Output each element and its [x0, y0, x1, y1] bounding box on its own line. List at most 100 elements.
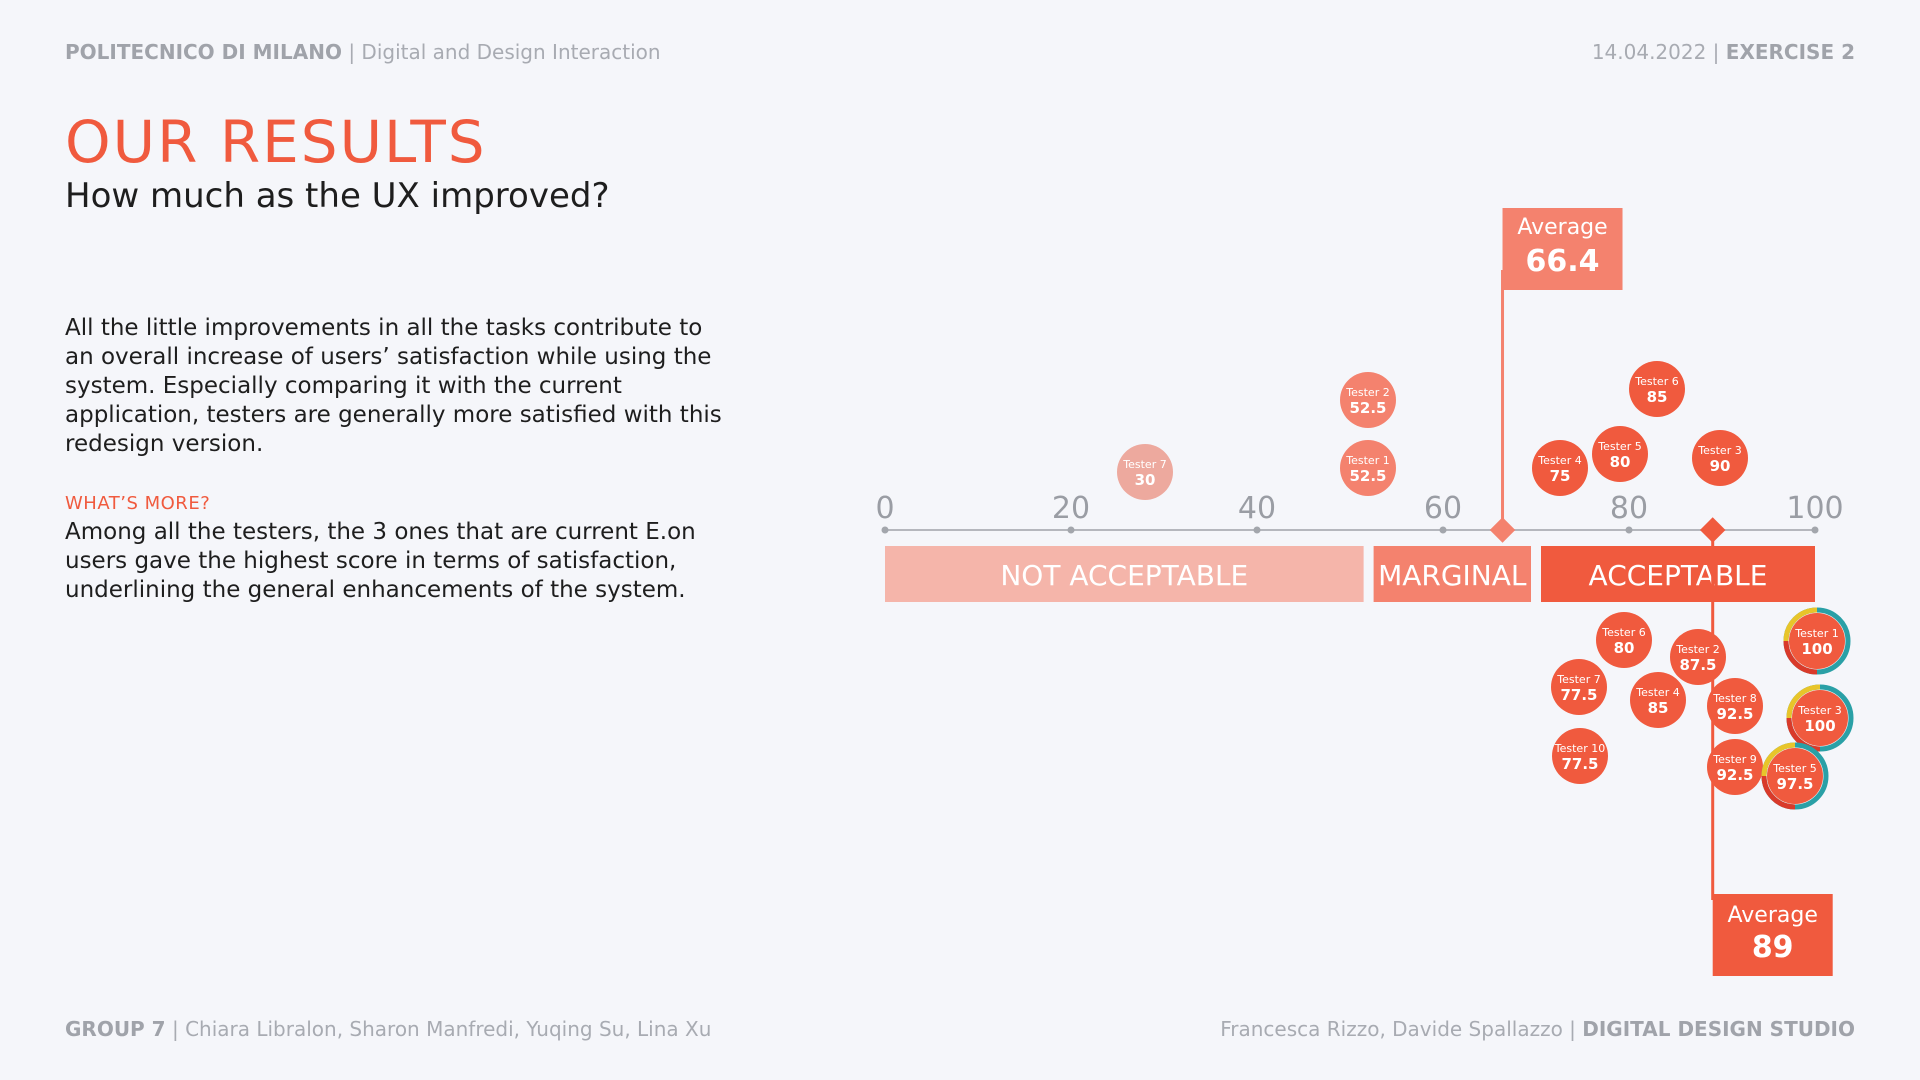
- zone-label: MARGINAL: [1378, 559, 1527, 592]
- zone-label: ACCEPTABLE: [1589, 559, 1768, 592]
- tester-bubble: [1692, 430, 1748, 486]
- page-title: OUR RESULTS: [65, 108, 487, 176]
- page-subtitle: How much as the UX improved?: [65, 176, 610, 216]
- x-tick-dot: [881, 526, 889, 534]
- tester-point: Tester 680: [1596, 612, 1652, 668]
- studio-name: DIGITAL DESIGN STUDIO: [1582, 1017, 1855, 1041]
- tester-bubble: [1340, 372, 1396, 428]
- zone-band: [1541, 546, 1815, 602]
- tester-bubble: [1552, 728, 1608, 784]
- tester-name: Tester 2: [1345, 386, 1389, 399]
- testers-paragraph: Among all the testers, the 3 ones that a…: [65, 519, 696, 603]
- tester-point: Tester 152.5: [1340, 440, 1396, 496]
- zone-band: [1373, 546, 1531, 602]
- group-name: GROUP 7: [65, 1017, 166, 1041]
- tester-name: Tester 1: [1345, 454, 1389, 467]
- average-label: Average: [1728, 903, 1818, 928]
- highlight-arc: [1786, 684, 1821, 719]
- tester-name: Tester 9: [1712, 753, 1756, 766]
- tester-point: Tester 892.5: [1707, 678, 1763, 734]
- footer-right: Francesca Rizzo, Davide Spallazzo | DIGI…: [1220, 1017, 1855, 1041]
- tester-name: Tester 6: [1634, 375, 1678, 388]
- average-box: [1502, 208, 1623, 290]
- tester-score: 75: [1550, 467, 1571, 485]
- tester-score: 80: [1610, 453, 1631, 471]
- average-box: [1712, 894, 1833, 976]
- tester-name: Tester 7: [1556, 673, 1600, 686]
- tester-score: 92.5: [1716, 705, 1753, 723]
- tester-score: 85: [1648, 699, 1669, 717]
- x-tick-dot: [1439, 526, 1447, 534]
- tester-name: Tester 5: [1772, 762, 1816, 775]
- professors: Francesca Rizzo, Davide Spallazzo |: [1220, 1017, 1576, 1041]
- x-tick-label: 20: [1052, 491, 1090, 526]
- tester-name: Tester 10: [1554, 742, 1605, 755]
- tester-score: 77.5: [1560, 686, 1597, 704]
- tester-bubble: [1117, 444, 1173, 500]
- tester-point: Tester 730: [1117, 444, 1173, 500]
- tester-point: Tester 485: [1630, 672, 1686, 728]
- x-tick-label: 0: [875, 491, 894, 526]
- tester-bubble: [1596, 612, 1652, 668]
- tester-point: Tester 287.5: [1670, 629, 1726, 685]
- tester-bubble: [1707, 739, 1763, 795]
- group-members: | Chiara Libralon, Sharon Manfredi, Yuqi…: [171, 1017, 712, 1041]
- tester-score: 90: [1710, 457, 1731, 475]
- tester-bubble: [1629, 361, 1685, 417]
- tester-bubble: [1630, 672, 1686, 728]
- header-date: 14.04.2022 |: [1591, 40, 1720, 64]
- exercise-label: EXERCISE 2: [1725, 40, 1855, 64]
- tester-point: Tester 597.5: [1761, 742, 1829, 810]
- x-tick-dot: [1811, 526, 1819, 534]
- tester-name: Tester 6: [1601, 626, 1645, 639]
- tester-bubble: [1767, 748, 1823, 804]
- header-right: 14.04.2022 | EXERCISE 2: [1592, 40, 1855, 64]
- tester-name: Tester 1: [1794, 627, 1838, 640]
- tester-point: Tester 390: [1692, 430, 1748, 486]
- highlight-arc: [1761, 742, 1796, 777]
- tester-name: Tester 3: [1697, 444, 1741, 457]
- tester-name: Tester 8: [1712, 692, 1756, 705]
- course-name: | Digital and Design Interaction: [348, 40, 661, 64]
- average-marker: [1699, 517, 1726, 543]
- tester-bubble: [1789, 613, 1845, 669]
- tester-point: Tester 475: [1532, 440, 1588, 496]
- tester-name: Tester 3: [1797, 704, 1841, 717]
- x-tick-label: 60: [1424, 491, 1462, 526]
- tester-bubble: [1532, 440, 1588, 496]
- average-label: Average: [1517, 215, 1607, 240]
- x-tick-dot: [1253, 526, 1261, 534]
- highlight-arc: [1783, 607, 1818, 642]
- x-tick-dot: [1625, 526, 1633, 534]
- zone-label: NOT ACCEPTABLE: [1000, 559, 1248, 592]
- tester-score: 97.5: [1776, 775, 1813, 793]
- tester-score: 100: [1804, 717, 1835, 735]
- x-tick-label: 40: [1238, 491, 1276, 526]
- tester-bubble: [1592, 426, 1648, 482]
- tester-name: Tester 4: [1537, 454, 1581, 467]
- tester-point: Tester 685: [1629, 361, 1685, 417]
- average-value: 89: [1752, 930, 1794, 965]
- highlight-arc: [1786, 717, 1821, 752]
- tester-bubble: [1792, 690, 1848, 746]
- average-marker: [1489, 517, 1516, 543]
- x-tick-dot: [1067, 526, 1075, 534]
- highlight-arc: [1761, 775, 1796, 810]
- tester-score: 52.5: [1349, 399, 1386, 417]
- tester-score: 80: [1614, 639, 1635, 657]
- intro-paragraph: All the little improvements in all the t…: [65, 315, 722, 457]
- tester-bubble: [1551, 659, 1607, 715]
- tester-score: 77.5: [1561, 755, 1598, 773]
- tester-point: Tester 777.5: [1551, 659, 1607, 715]
- tester-point: Tester 580: [1592, 426, 1648, 482]
- tester-score: 52.5: [1349, 467, 1386, 485]
- x-tick-label: 100: [1786, 491, 1843, 526]
- tester-score: 85: [1647, 388, 1668, 406]
- footer-left: GROUP 7 | Chiara Libralon, Sharon Manfre…: [65, 1017, 711, 1041]
- tester-point: Tester 992.5: [1707, 739, 1763, 795]
- highlight-arc: [1783, 640, 1818, 675]
